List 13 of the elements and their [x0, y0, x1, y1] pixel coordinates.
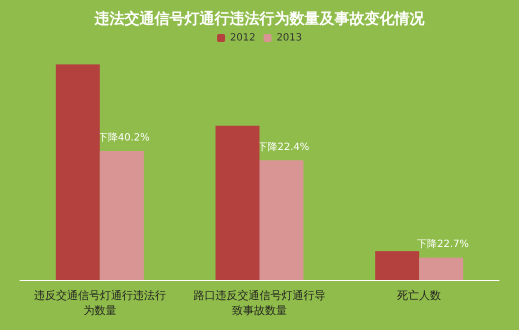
- x-tick-label: 路口违反交通信号灯通行导致事故数量: [194, 289, 326, 317]
- bar: [375, 251, 420, 280]
- bar: [419, 258, 464, 280]
- legend-label: 2013: [276, 32, 302, 44]
- bar: [260, 160, 304, 280]
- annotation: 下降22.7%: [417, 238, 469, 250]
- x-tick-label: 死亡人数: [397, 289, 442, 302]
- bar: [100, 151, 144, 280]
- legend-label: 2012: [230, 32, 256, 44]
- bar: [56, 64, 100, 280]
- x-tick-label: 违反交通信号灯通行违法行为数量: [34, 289, 166, 317]
- chart-title: 违法交通信号灯通行违法行为数量及事故变化情况: [94, 10, 426, 28]
- bar: [216, 126, 260, 280]
